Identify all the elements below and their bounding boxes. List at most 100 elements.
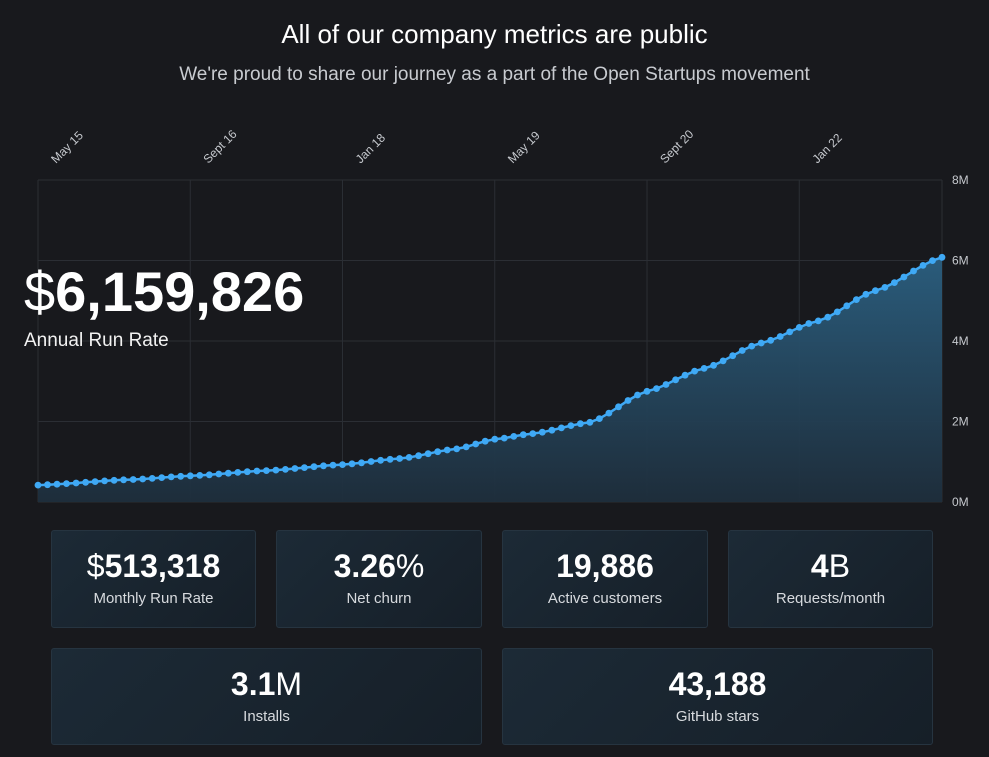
data-point: [900, 273, 908, 281]
metric-value: 3.26%: [333, 548, 425, 584]
data-point: [215, 470, 223, 478]
y-tick-label: 4M: [952, 334, 969, 348]
data-point: [548, 426, 556, 434]
y-tick-label: 6M: [952, 254, 969, 268]
data-point: [415, 452, 422, 460]
metric-card-github-stars: 43,188 GitHub stars: [502, 648, 933, 745]
data-point: [339, 461, 346, 468]
data-point: [453, 445, 461, 453]
data-point: [177, 472, 185, 480]
data-point: [263, 467, 270, 474]
data-point: [615, 403, 622, 411]
data-point: [586, 418, 594, 426]
data-point: [320, 462, 327, 470]
annual-run-rate-value: $6,159,826: [24, 264, 304, 320]
metric-card-net-churn: 3.26% Net churn: [276, 530, 482, 628]
data-point: [405, 454, 413, 461]
data-point: [558, 424, 565, 432]
data-point: [186, 472, 194, 480]
annual-run-rate-label: Annual Run Rate: [24, 330, 169, 351]
data-point: [814, 317, 822, 325]
metric-value: 43,188: [668, 666, 767, 702]
data-point: [653, 385, 660, 392]
data-point: [243, 468, 251, 476]
annual-run-rate-number: 6,159,826: [55, 260, 305, 323]
data-point: [881, 284, 889, 291]
data-point: [862, 290, 870, 298]
data-point: [738, 347, 746, 354]
data-point: [424, 450, 432, 458]
data-point: [472, 440, 480, 448]
data-point: [348, 460, 356, 468]
data-point: [224, 469, 232, 477]
data-point: [643, 387, 651, 395]
data-point: [377, 456, 384, 464]
data-point: [700, 365, 708, 372]
data-point: [158, 474, 166, 481]
data-point: [672, 376, 679, 384]
data-point: [291, 465, 299, 472]
y-tick-label: 8M: [952, 173, 969, 187]
x-tick-label: Jan 18: [353, 131, 389, 167]
data-point: [481, 437, 489, 445]
y-tick-label: 0M: [952, 495, 969, 509]
data-point: [529, 430, 537, 437]
metric-card-requests-per-month: 4B Requests/month: [728, 530, 933, 628]
data-point: [310, 463, 318, 471]
metric-value: 19,886: [556, 548, 654, 584]
data-point: [824, 313, 832, 321]
metric-label: Net churn: [346, 590, 412, 607]
annual-run-rate: $6,159,826 Annual Run Rate: [24, 264, 304, 352]
data-point: [681, 371, 689, 379]
data-point: [53, 480, 61, 488]
data-point: [63, 480, 70, 487]
metric-label: Active customers: [547, 590, 663, 607]
data-point: [757, 339, 765, 347]
data-point: [538, 428, 546, 436]
metric-value: $513,318: [86, 548, 221, 584]
data-point: [272, 466, 280, 474]
metric-card-monthly-run-rate: $513,318 Monthly Run Rate: [51, 530, 256, 628]
data-point: [919, 262, 927, 269]
data-point: [567, 422, 575, 429]
metric-value: 3.1M: [230, 666, 303, 702]
data-point: [148, 475, 156, 482]
data-point: [329, 461, 337, 469]
data-point: [44, 481, 51, 489]
metric-label: Installs: [243, 708, 290, 725]
x-tick-label: May 15: [48, 128, 86, 166]
data-point: [196, 472, 204, 479]
data-point: [662, 381, 670, 388]
x-tick-label: Jan 22: [809, 131, 845, 167]
data-point: [205, 471, 213, 479]
metric-label: Requests/month: [775, 590, 886, 607]
data-point: [719, 357, 727, 365]
data-point: [577, 420, 584, 428]
data-point: [748, 342, 756, 350]
data-point: [101, 477, 108, 485]
currency-symbol: $: [24, 260, 56, 323]
data-point: [929, 257, 936, 264]
data-point: [34, 481, 42, 489]
data-point: [624, 397, 632, 404]
data-point: [519, 431, 527, 439]
data-point: [386, 455, 394, 463]
run-rate-chart: 0M 2M 4M 6M 8M May 15 Sept 16 Jan 18 May 19 Sept …: [34, 127, 969, 509]
data-point: [795, 324, 803, 331]
data-point: [776, 333, 784, 340]
data-point: [605, 409, 613, 417]
data-point: [910, 267, 917, 275]
data-point: [767, 336, 775, 344]
y-tick-label: 2M: [952, 415, 969, 429]
data-point: [596, 415, 603, 422]
data-point: [500, 434, 508, 442]
data-point: [872, 287, 879, 295]
data-point: [139, 475, 147, 483]
chart-area-fill: [38, 257, 942, 502]
data-point: [367, 458, 375, 465]
data-point: [253, 467, 261, 475]
x-tick-label: Sept 16: [200, 127, 239, 166]
data-point: [358, 459, 365, 467]
metric-label: GitHub stars: [675, 708, 760, 725]
data-point: [843, 302, 851, 310]
